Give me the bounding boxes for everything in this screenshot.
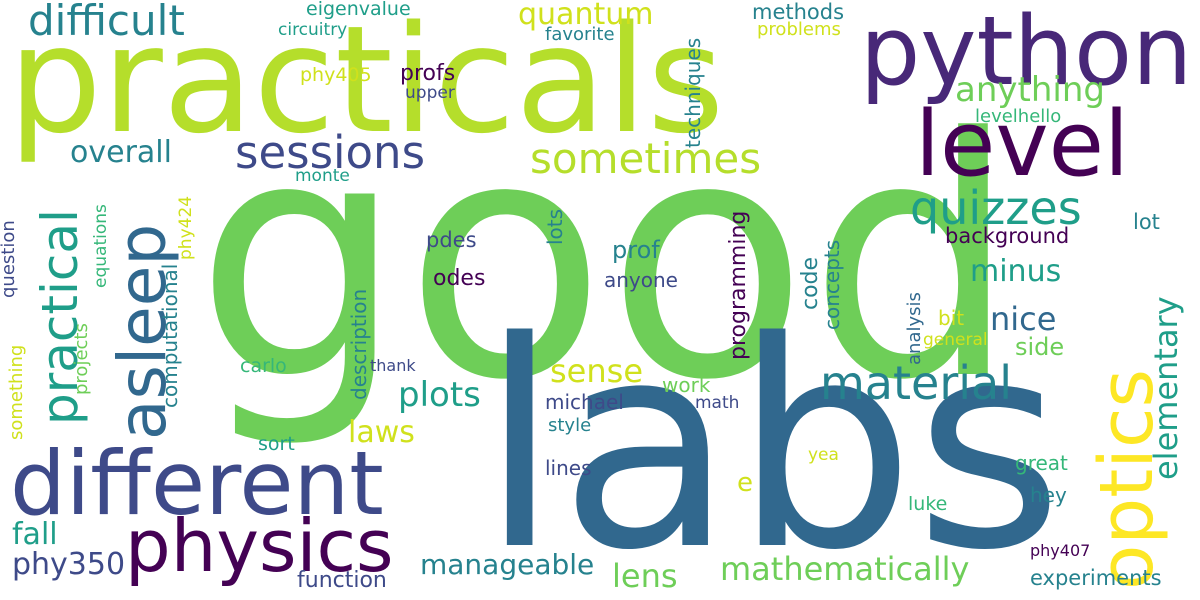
word-lens: lens: [612, 557, 678, 595]
word-sort: sort: [258, 433, 295, 455]
word-phy350: phy350: [12, 547, 126, 582]
word-nice: nice: [990, 300, 1057, 338]
word-physics: physics: [125, 504, 394, 588]
word-work: work: [662, 373, 711, 397]
word-question: question: [0, 220, 19, 298]
word-techniques: techniques: [681, 37, 705, 148]
word-phy407: phy407: [1030, 541, 1091, 560]
word-minus: minus: [970, 254, 1062, 289]
word-difficult: difficult: [28, 0, 185, 45]
word-labs: labs: [480, 281, 1064, 600]
word-lines: lines: [545, 456, 592, 480]
word-overall: overall: [70, 135, 172, 170]
word-side: side: [1015, 333, 1065, 361]
word-math: math: [695, 393, 740, 413]
word-problems: problems: [757, 19, 841, 40]
word-practicals: practicals: [8, 0, 725, 166]
word-analysis: analysis: [904, 292, 925, 365]
word-code: code: [798, 256, 823, 310]
word-general: general: [923, 330, 988, 350]
word-levelhello: levelhello: [975, 106, 1062, 127]
word-plots: plots: [398, 375, 481, 415]
word-eigenvalue: eigenvalue: [306, 0, 411, 20]
word-different: different: [10, 432, 384, 535]
word-manageable: manageable: [420, 548, 595, 581]
word-laws: laws: [348, 415, 415, 450]
word-background: background: [945, 224, 1070, 248]
word-phy405: phy405: [300, 64, 372, 86]
word-equations: equations: [91, 204, 111, 288]
word-profs: profs: [400, 61, 456, 86]
word-carlo: carlo: [240, 355, 287, 377]
word-anyone: anyone: [604, 268, 678, 292]
word-luke: luke: [908, 493, 948, 515]
word-style: style: [548, 415, 592, 436]
word-methods: methods: [752, 0, 845, 24]
word-thank: thank: [370, 356, 416, 375]
word-yea: yea: [808, 445, 839, 465]
word-pdes: pdes: [426, 228, 477, 252]
word-something: something: [6, 344, 27, 440]
word-monte: monte: [295, 166, 350, 186]
word-favorite: favorite: [545, 24, 615, 45]
word-hey: hey: [1030, 483, 1067, 507]
word-prof: prof: [612, 236, 660, 264]
word-computational: computational: [158, 263, 182, 408]
word-odes: odes: [433, 266, 486, 291]
word-anything: anything: [955, 70, 1105, 110]
word-lot: lot: [1133, 210, 1160, 234]
word-concepts: concepts: [820, 239, 844, 330]
word-projects: projects: [71, 323, 92, 395]
word-sessions: sessions: [235, 126, 426, 179]
word-lots: lots: [543, 208, 567, 245]
word-quantum: quantum: [518, 0, 654, 32]
word-circuitry: circuitry: [278, 20, 348, 40]
word-level: level: [915, 92, 1130, 197]
word-michael: michael: [545, 390, 624, 414]
word-upper: upper: [405, 83, 455, 103]
word-python: python: [860, 0, 1193, 107]
word-great: great: [1015, 451, 1068, 475]
word-quizzes: quizzes: [910, 181, 1082, 235]
word-function: function: [297, 568, 387, 593]
word-mathematically: mathematically: [720, 550, 970, 588]
word-sense: sense: [550, 352, 643, 390]
word-experiments: experiments: [1030, 566, 1162, 590]
word-good: good: [195, 68, 1018, 452]
word-description: description: [347, 288, 371, 400]
word-phy424: phy424: [176, 195, 196, 260]
word-e: e: [737, 468, 753, 498]
word-material: material: [820, 356, 1012, 410]
word-sometimes: sometimes: [530, 134, 762, 183]
word-programming: programming: [726, 210, 751, 360]
word-elementary: elementary: [1147, 296, 1185, 480]
word-fall: fall: [12, 517, 58, 552]
word-bit: bit: [938, 306, 965, 330]
